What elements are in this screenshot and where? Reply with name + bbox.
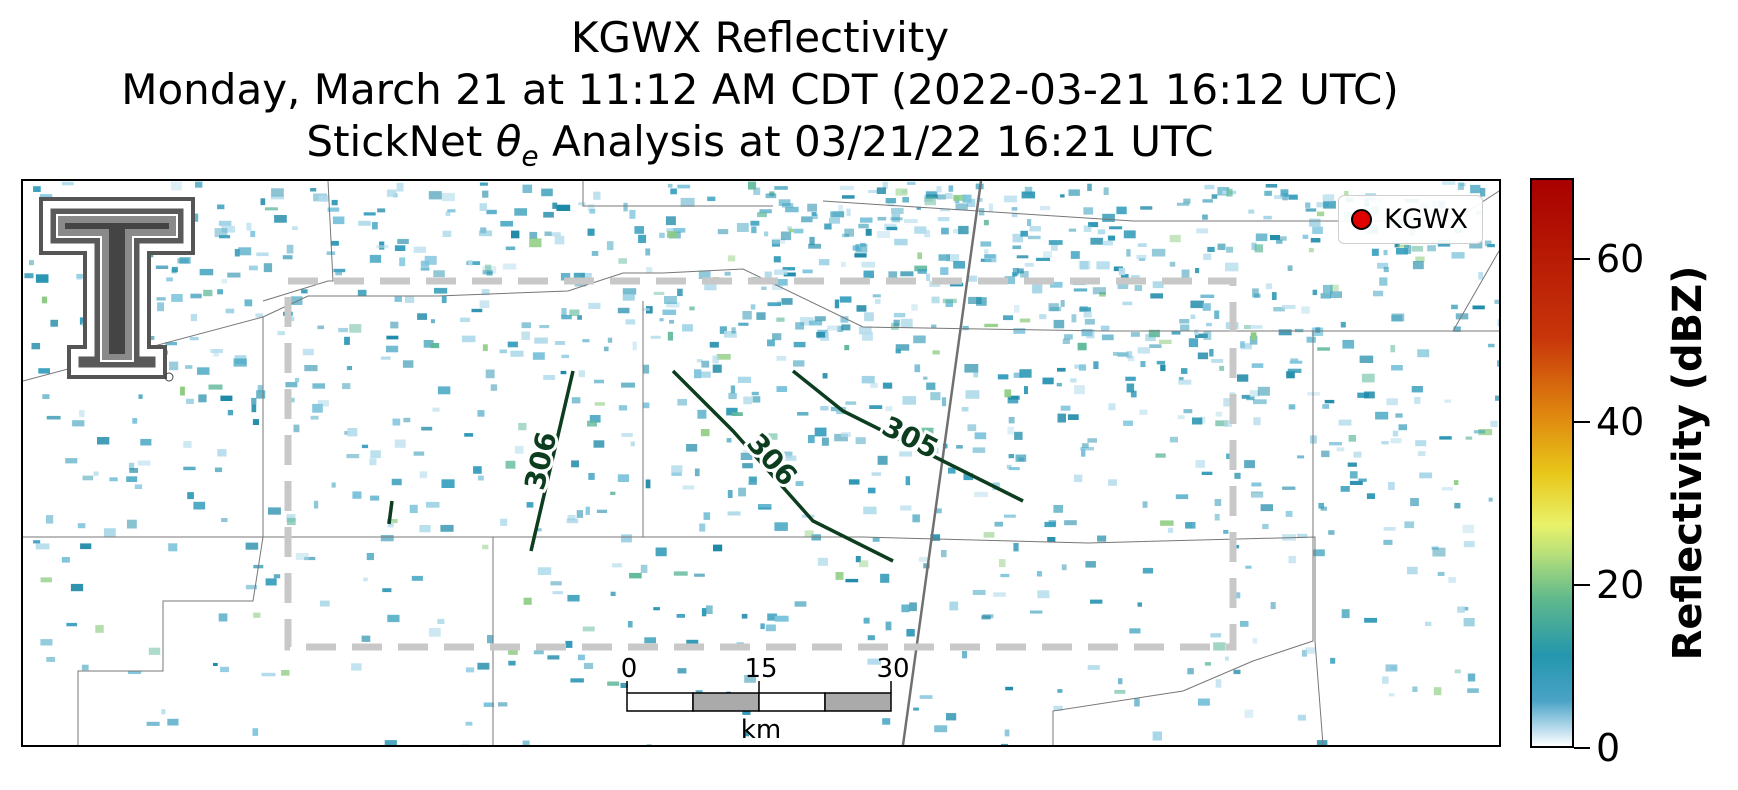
colorbar-tick-mark <box>1574 421 1590 424</box>
colorbar-tick-mark <box>1574 747 1590 749</box>
texas-tech-double-t-logo <box>39 197 195 382</box>
contour-306-west <box>529 370 575 552</box>
figure-title: KGWX Reflectivity Monday, March 21 at 11… <box>0 12 1520 182</box>
colorbar-tick-label: 40 <box>1596 400 1645 445</box>
contour-labels: 306 306 305 <box>515 407 947 496</box>
colorbar-tick-label: 20 <box>1596 563 1645 608</box>
colorbar-tick-label: 60 <box>1596 237 1645 282</box>
state-boundary <box>901 181 983 745</box>
title-datetime: Monday, March 21 at 11:12 AM CDT (2022-0… <box>121 65 1399 114</box>
colorbar-tick-mark <box>1574 258 1590 261</box>
map-legend: KGWX <box>1338 195 1483 244</box>
radar-map[interactable]: 306 306 305 0 15 30 km <box>21 179 1501 747</box>
contour-label: 306 <box>518 429 563 493</box>
legend-label: KGWX <box>1384 204 1468 235</box>
contour-fragment <box>387 500 394 525</box>
contour-305 <box>791 369 1024 503</box>
analysis-domain-box <box>284 277 1237 651</box>
title-analysis: StickNet θe Analysis at 03/21/22 16:21 U… <box>306 117 1214 173</box>
title-radar: KGWX Reflectivity <box>570 13 950 62</box>
scale-tick-15: 15 <box>744 654 777 684</box>
map-canvas: 306 306 305 0 15 30 km <box>23 181 1499 745</box>
reflectivity-colorbar <box>1530 178 1574 748</box>
scale-tick-0: 0 <box>621 654 638 684</box>
radar-site-marker-icon <box>1351 209 1373 230</box>
colorbar-title: Reflectivity (dBZ) <box>1665 265 1711 661</box>
scale-bar: 0 15 30 km <box>621 654 910 745</box>
colorbar-tick-mark <box>1574 584 1590 587</box>
scale-tick-30: 30 <box>876 654 909 684</box>
contour-306-east <box>671 369 894 563</box>
theta-e-contours <box>387 369 1024 563</box>
scale-unit: km <box>741 715 781 745</box>
reflectivity-field <box>24 181 1499 745</box>
colorbar-tick-label: 0 <box>1596 726 1621 770</box>
